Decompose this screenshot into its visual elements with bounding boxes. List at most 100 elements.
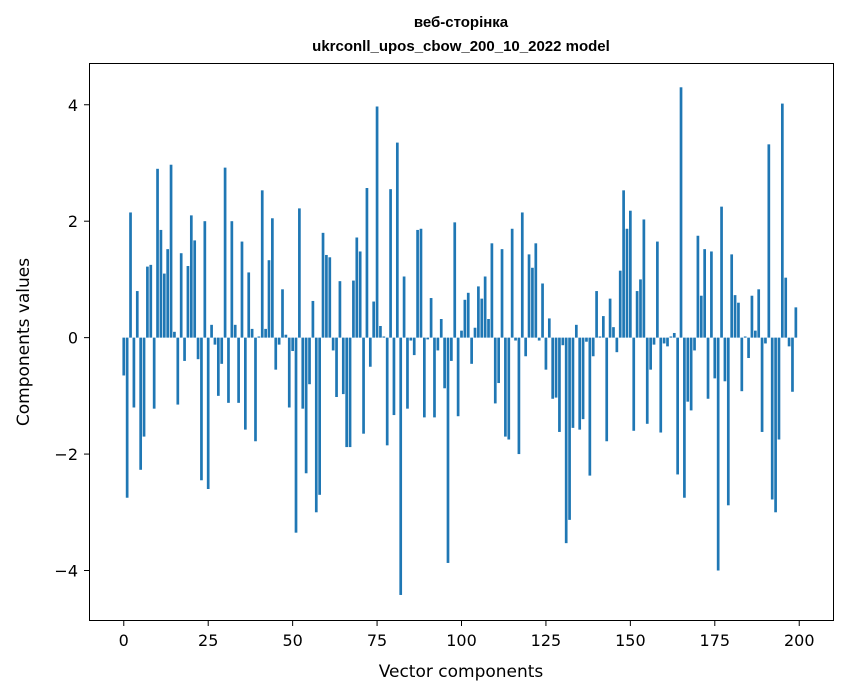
bar xyxy=(767,144,771,338)
bar xyxy=(699,295,703,338)
bar xyxy=(304,337,308,474)
bar xyxy=(507,337,511,440)
bar xyxy=(777,337,781,440)
bar xyxy=(210,324,213,338)
bar xyxy=(247,272,251,338)
bar xyxy=(747,337,750,359)
bar xyxy=(764,337,767,344)
bar xyxy=(504,337,507,437)
y-tick-label: −2 xyxy=(54,445,78,464)
bar xyxy=(730,254,734,338)
bar xyxy=(595,291,598,338)
x-tick-label: 175 xyxy=(700,631,731,650)
bar xyxy=(591,337,595,357)
bar xyxy=(156,168,159,338)
bar xyxy=(257,336,261,338)
bar xyxy=(757,289,761,338)
bar xyxy=(652,337,656,345)
bar xyxy=(564,337,568,544)
bar xyxy=(696,235,700,338)
bar xyxy=(375,106,379,338)
x-tick-label: 100 xyxy=(446,631,477,650)
bar xyxy=(622,190,625,338)
bar xyxy=(453,222,457,338)
bar xyxy=(284,334,288,338)
bar xyxy=(220,337,224,364)
bar xyxy=(146,266,149,338)
bar xyxy=(294,337,298,533)
bar xyxy=(392,337,396,416)
bar xyxy=(794,307,798,338)
bar xyxy=(345,337,349,448)
bar xyxy=(531,267,534,338)
bar xyxy=(737,302,740,338)
bar xyxy=(514,337,517,341)
bar xyxy=(500,249,504,338)
bar xyxy=(534,243,538,338)
bar xyxy=(537,337,541,341)
bar xyxy=(260,190,264,338)
bar xyxy=(784,277,788,338)
bar xyxy=(581,337,585,420)
x-tick-label: 125 xyxy=(531,631,562,650)
bar xyxy=(574,324,578,338)
bar xyxy=(645,337,649,424)
bar xyxy=(395,142,399,338)
bar xyxy=(406,337,409,409)
bar xyxy=(264,328,267,338)
y-tick-label: 0 xyxy=(68,329,78,348)
x-axis-ticks: 0 25 50 75 100 125 150 175 200 xyxy=(119,620,815,650)
bar xyxy=(774,337,777,513)
bar xyxy=(412,337,416,356)
bar xyxy=(456,337,460,417)
bar xyxy=(277,337,281,345)
bar xyxy=(267,260,271,338)
bar xyxy=(642,219,646,338)
bar xyxy=(585,337,588,342)
bar xyxy=(666,337,669,347)
bar xyxy=(625,228,629,338)
bar xyxy=(135,291,139,338)
bar xyxy=(301,337,305,409)
bar xyxy=(314,337,318,513)
bar xyxy=(493,337,497,404)
bar xyxy=(470,337,473,364)
bar xyxy=(551,337,555,399)
bar xyxy=(527,254,531,338)
bar xyxy=(726,337,730,506)
bar xyxy=(615,337,619,353)
bar xyxy=(321,232,325,338)
y-tick-label: 4 xyxy=(68,96,78,115)
bar xyxy=(240,241,244,338)
bar xyxy=(382,336,386,338)
bar xyxy=(254,337,257,442)
bar xyxy=(399,337,403,595)
bar xyxy=(662,337,666,344)
bar xyxy=(733,295,737,338)
bar xyxy=(203,221,207,338)
x-tick-label: 200 xyxy=(784,631,815,650)
bar xyxy=(402,276,406,338)
bar xyxy=(328,257,332,338)
x-tick-label: 75 xyxy=(367,631,387,650)
x-tick-label: 0 xyxy=(119,631,129,650)
bar xyxy=(588,337,592,476)
bar xyxy=(244,337,247,430)
bar xyxy=(368,337,372,367)
bar xyxy=(196,337,200,360)
bar xyxy=(561,337,565,346)
bar xyxy=(703,249,707,338)
bar xyxy=(271,218,274,338)
bar xyxy=(200,337,203,481)
bar xyxy=(480,298,484,338)
bar xyxy=(291,337,294,352)
bar xyxy=(166,249,170,338)
bar xyxy=(426,337,430,340)
bar xyxy=(544,337,548,370)
bar xyxy=(216,337,220,396)
bar xyxy=(716,337,720,571)
bar xyxy=(362,337,365,434)
bar xyxy=(173,331,176,338)
bar xyxy=(223,167,227,338)
